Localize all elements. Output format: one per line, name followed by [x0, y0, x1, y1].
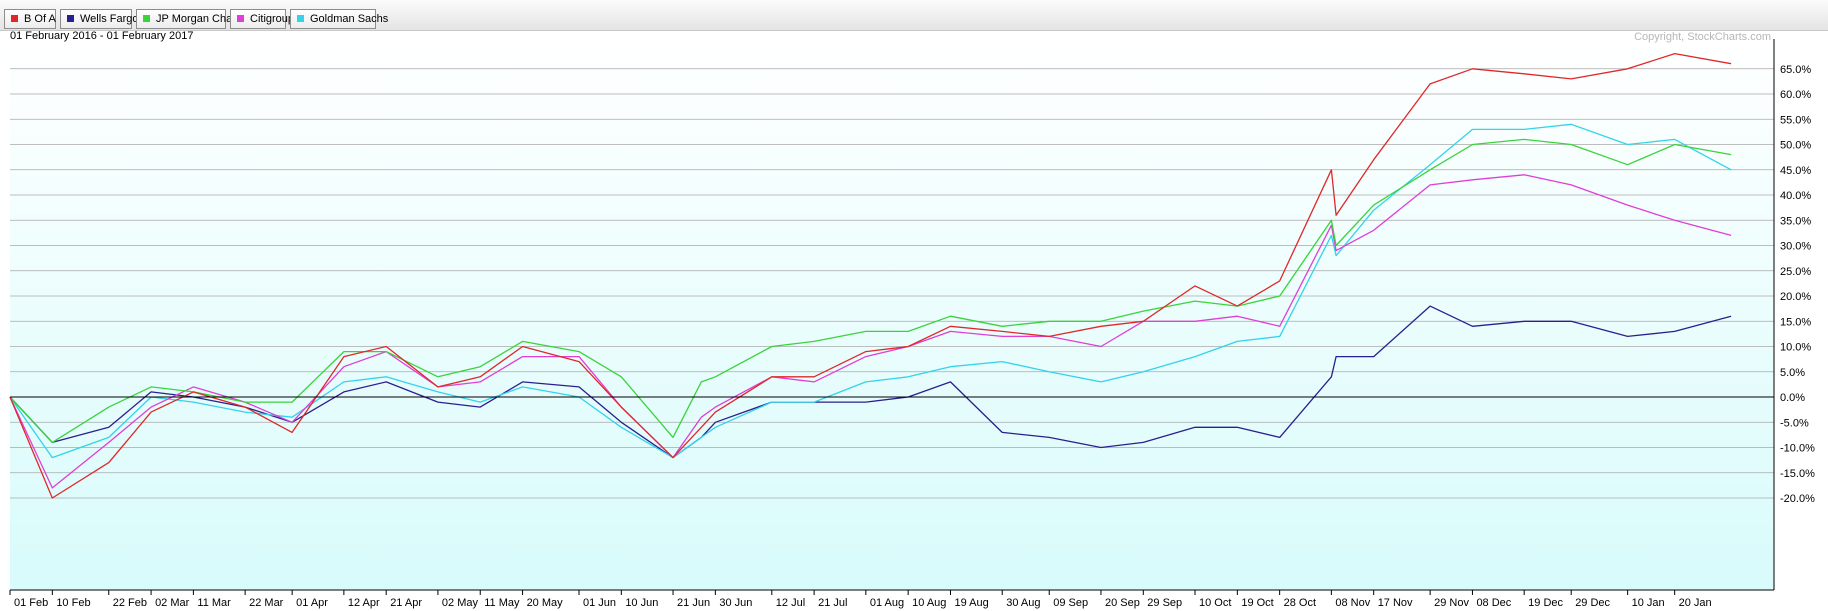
legend-button-wells-fargo[interactable]: Wells Fargo — [60, 9, 138, 29]
x-tick-label: 20 Sep — [1105, 597, 1140, 609]
series-layer — [9, 52, 1732, 499]
series-line-wells-fargo — [9, 305, 1732, 459]
x-tick-label: 02 May — [442, 597, 479, 609]
grid-lines — [10, 68, 1774, 499]
y-tick-label: 30.0% — [1780, 241, 1811, 253]
x-tick-label: 10 Jan — [1632, 597, 1665, 609]
legend-swatch — [237, 15, 244, 22]
x-tick-label: 22 Mar — [249, 597, 284, 609]
x-tick-label: 01 Aug — [870, 597, 904, 609]
x-tick-label: 20 May — [527, 597, 564, 609]
x-tick-label: 21 Jun — [677, 597, 710, 609]
y-tick-label: 10.0% — [1780, 342, 1811, 354]
legend-toolbar: B Of A Wells Fargo JP Morgan Chase Citigrou… — [0, 0, 1828, 31]
y-tick-label: -10.0% — [1780, 443, 1815, 455]
x-tick-label: 29 Dec — [1575, 597, 1610, 609]
x-tick-label: 29 Sep — [1147, 597, 1182, 609]
x-tick-label: 21 Apr — [390, 597, 422, 609]
x-tick-label: 11 May — [484, 597, 520, 609]
series-line-citigroup — [9, 174, 1732, 489]
y-tick-label: 15.0% — [1780, 316, 1811, 328]
y-tick-label: -5.0% — [1780, 417, 1809, 429]
x-tick-label: 08 Nov — [1335, 597, 1370, 609]
x-tick-label: 08 Dec — [1476, 597, 1511, 609]
series-line-jp-morgan-chase — [9, 138, 1732, 444]
x-tick-label: 30 Aug — [1006, 597, 1040, 609]
x-tick-label: 19 Oct — [1241, 597, 1273, 609]
x-tick-label: 19 Aug — [954, 597, 988, 609]
x-tick-label: 01 Feb — [14, 597, 48, 609]
legend-swatch — [67, 15, 74, 22]
y-tick-label: 55.0% — [1780, 114, 1811, 126]
x-tick-label: 01 Apr — [296, 597, 328, 609]
legend-button-b-of-a[interactable]: B Of A — [4, 9, 56, 29]
x-tick-label: 10 Oct — [1199, 597, 1231, 609]
legend-label: JP Morgan Chase — [156, 13, 244, 25]
y-tick-label: 0.0% — [1780, 392, 1805, 404]
series-line-goldman-sachs — [9, 123, 1732, 459]
y-tick-label: 40.0% — [1780, 190, 1811, 202]
x-tick-label: 01 Jun — [583, 597, 616, 609]
y-tick-label: 45.0% — [1780, 165, 1811, 177]
x-tick-label: 28 Oct — [1284, 597, 1316, 609]
legend-button-jp-morgan-chase[interactable]: JP Morgan Chase — [136, 9, 244, 29]
x-tick-label: 29 Nov — [1434, 597, 1469, 609]
legend-label: Wells Fargo — [80, 13, 139, 25]
x-tick-label: 02 Mar — [155, 597, 190, 609]
axes: 65.0% 60.0% 55.0% 50.0% 45.0% 40.0% 35.0% 30.0%… — [9, 39, 1815, 609]
copyright: Copyright, StockCharts.com — [1634, 31, 1771, 43]
x-tick-label: 21 Jul — [818, 597, 847, 609]
legend-swatch — [11, 15, 18, 22]
y-tick-label: 5.0% — [1780, 367, 1805, 379]
x-tick-label: 10 Jun — [625, 597, 658, 609]
x-tick-label: 17 Nov — [1378, 597, 1413, 609]
x-tick-label: 22 Feb — [113, 597, 147, 609]
y-tick-label: 60.0% — [1780, 89, 1811, 101]
x-tick-label: 10 Aug — [912, 597, 946, 609]
x-tick-label: 12 Jul — [776, 597, 805, 609]
legend-swatch — [297, 15, 304, 22]
y-tick-label: 65.0% — [1780, 64, 1811, 76]
y-tick-label: -15.0% — [1780, 468, 1815, 480]
x-tick-label: 30 Jun — [719, 597, 752, 609]
x-tick-label: 09 Sep — [1053, 597, 1088, 609]
legend-button-goldman-sachs[interactable]: Goldman Sachs — [290, 9, 388, 29]
legend-label: Citigroup — [250, 13, 295, 25]
plot-background — [10, 39, 1774, 590]
date-range: 01 February 2016 - 01 February 2017 — [10, 31, 193, 42]
x-tick-label: 20 Jan — [1679, 597, 1712, 609]
x-tick-label: 10 Feb — [56, 597, 90, 609]
legend-label: Goldman Sachs — [310, 13, 389, 25]
y-tick-label: 20.0% — [1780, 291, 1811, 303]
legend-label: B Of A — [24, 13, 56, 25]
legend-swatch — [143, 15, 150, 22]
legend-button-citigroup[interactable]: Citigroup — [230, 9, 294, 29]
line-chart: 65.0% 60.0% 55.0% 50.0% 45.0% 40.0% 35.0% 30.0%… — [9, 31, 1815, 609]
series-line-b-of-a — [9, 52, 1732, 499]
x-tick-label: 12 Apr — [348, 597, 380, 609]
x-tick-label: 19 Dec — [1528, 597, 1563, 609]
y-tick-label: 25.0% — [1780, 266, 1811, 278]
x-tick-label: 11 Mar — [197, 597, 231, 609]
y-tick-label: 35.0% — [1780, 215, 1811, 227]
y-tick-label: 50.0% — [1780, 140, 1811, 152]
y-tick-label: -20.0% — [1780, 493, 1815, 505]
